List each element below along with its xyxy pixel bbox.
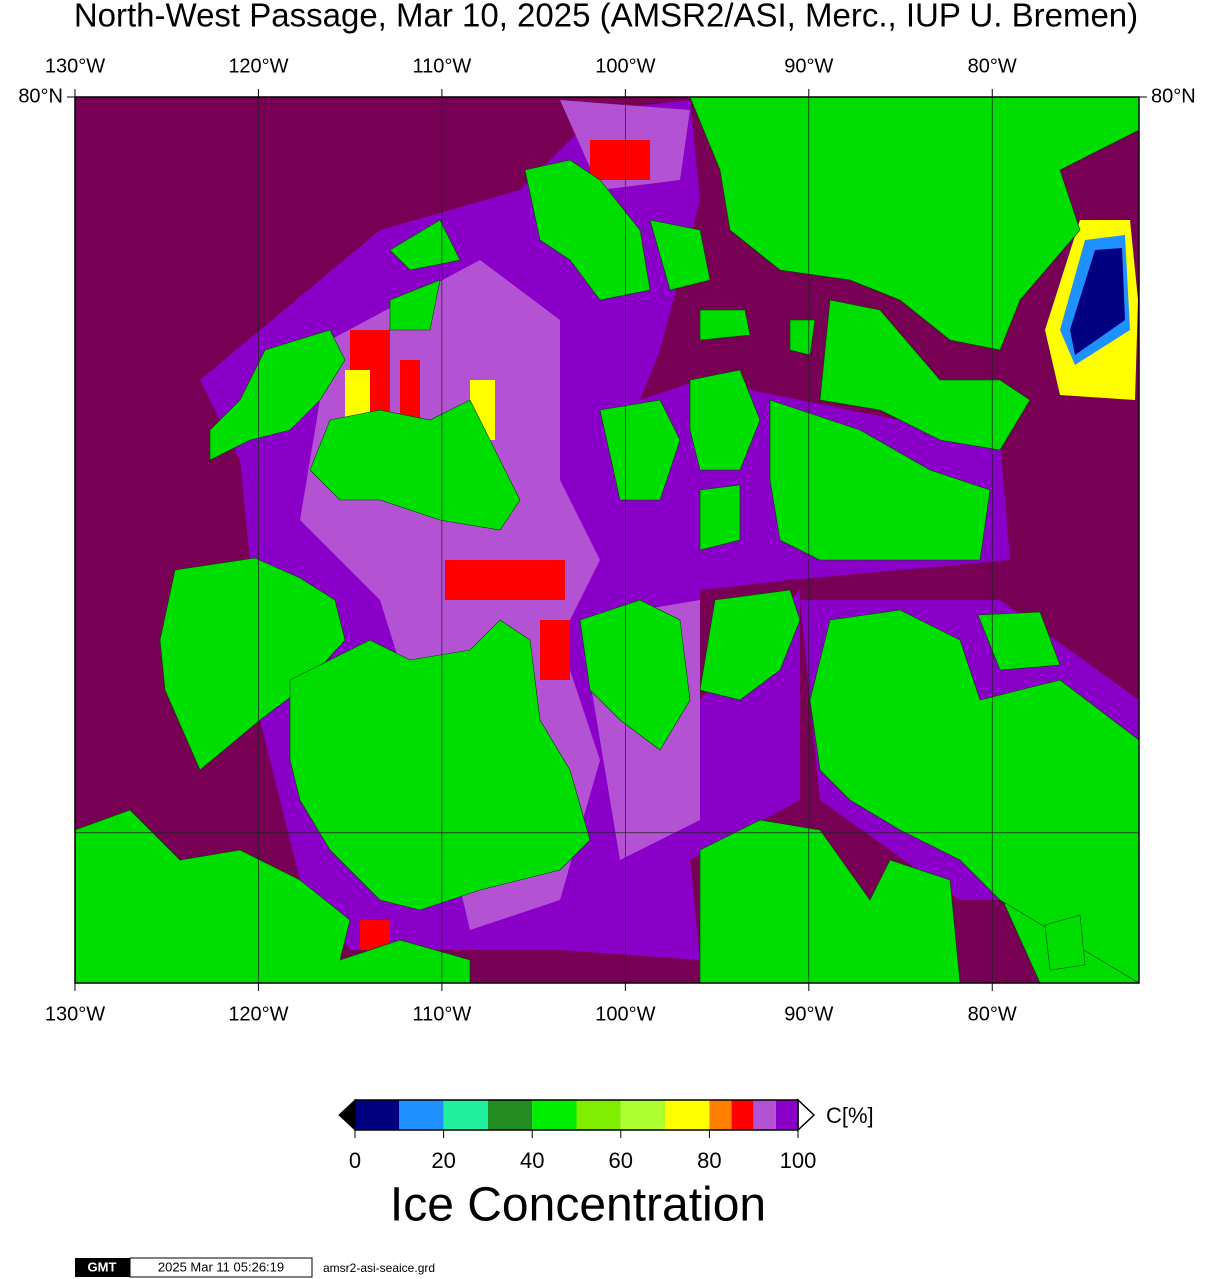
lon-label: 110°W: [413, 55, 472, 77]
file-name: amsr2-asi-seaice.grd: [323, 1261, 435, 1275]
map-frame: [74, 96, 1140, 984]
timestamp: 2025 Mar 11 05:26:19: [158, 1259, 284, 1274]
colorbar-label: Ice Concentration: [390, 1179, 766, 1232]
colorbar-segment: [399, 1100, 444, 1130]
colorbar-tick-label: 20: [431, 1148, 455, 1173]
colorbar-segment: [487, 1100, 533, 1130]
under-triangle: [338, 1098, 356, 1132]
lon-label: 100°W: [595, 55, 655, 77]
colorbar-segment: [576, 1100, 621, 1130]
lon-label: 100°W: [595, 1003, 655, 1025]
colorbar-segment: [355, 1100, 400, 1130]
lat-label: 80°N: [18, 85, 63, 107]
map: [75, 97, 1139, 983]
colorbar-segment: [443, 1100, 488, 1130]
colorbar-tick-label: 100: [780, 1148, 817, 1173]
colorbar-tick-label: 40: [520, 1148, 544, 1173]
graticule: [75, 97, 1139, 983]
colorbar-segment: [620, 1100, 666, 1130]
timestamp-box: [129, 1257, 313, 1278]
colorbar-frame: [354, 1099, 799, 1131]
colorbar-tick-label: 60: [609, 1148, 633, 1173]
lon-label: 130°W: [45, 1003, 105, 1025]
lat-label: 80°N: [1151, 85, 1196, 107]
colorbar-segment: [731, 1100, 754, 1130]
lon-label: 120°W: [228, 55, 288, 77]
lon-label: 90°W: [784, 55, 833, 77]
colorbar-segment: [532, 1100, 577, 1130]
land: [75, 97, 1139, 983]
map-axes: 130°W 130°W 120°W 120°W 110°W 110°W 100°W 100°W…: [18, 55, 1195, 1025]
lon-label: 90°W: [784, 1003, 833, 1025]
colorbar-unit: C[%]: [826, 1103, 874, 1128]
lon-label: 80°W: [968, 1003, 1017, 1025]
logo-box: [75, 1258, 130, 1277]
lon-label: 130°W: [45, 55, 105, 77]
over-triangle: [797, 1098, 816, 1132]
colorbar-segment: [709, 1100, 732, 1130]
colorbar-tick-label: 0: [349, 1148, 361, 1173]
gmt-logo: GMT: [88, 1259, 117, 1274]
lon-label: 120°W: [228, 1003, 288, 1025]
colorbar: 0 20 40 60 80 100 C[%]: [338, 1098, 874, 1173]
colorbar-segment: [665, 1100, 710, 1130]
lon-label: 110°W: [413, 1003, 472, 1025]
colorbar-segment: [775, 1100, 798, 1130]
colorbar-tick-label: 80: [697, 1148, 721, 1173]
lon-label: 80°W: [968, 55, 1017, 77]
colorbar-segment: [753, 1100, 776, 1130]
title: North-West Passage, Mar 10, 2025 (AMSR2/…: [74, 0, 1138, 34]
